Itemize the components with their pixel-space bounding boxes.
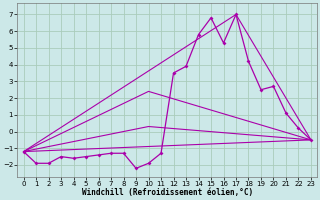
X-axis label: Windchill (Refroidissement éolien,°C): Windchill (Refroidissement éolien,°C) — [82, 188, 253, 197]
